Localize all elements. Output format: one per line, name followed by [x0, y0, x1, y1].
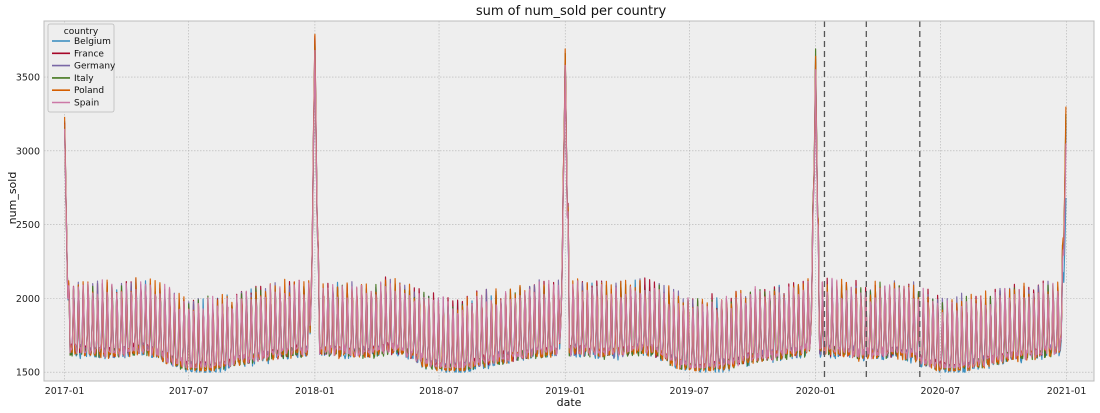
- legend-label-spain: Spain: [74, 99, 99, 109]
- legend-title: country: [64, 27, 99, 37]
- x-tick-label: 2018-07: [419, 386, 459, 397]
- x-tick-label: 2021-01: [1047, 386, 1087, 397]
- x-axis-label: date: [557, 396, 582, 409]
- x-tick-label: 2017-07: [169, 386, 209, 397]
- legend-label-germany: Germany: [74, 62, 116, 72]
- y-tick-label: 3000: [16, 146, 40, 157]
- y-tick-label: 1500: [16, 368, 40, 379]
- y-tick-label: 3500: [16, 73, 40, 84]
- y-tick-label: 2500: [16, 220, 40, 231]
- y-axis-label: num_sold: [6, 172, 19, 225]
- x-tick-label: 2020-07: [921, 386, 961, 397]
- chart-title: sum of num_sold per country: [476, 4, 667, 19]
- legend-label-italy: Italy: [74, 74, 94, 84]
- y-tick-label: 2000: [16, 294, 40, 305]
- x-tick-label: 2017-01: [45, 386, 85, 397]
- x-tick-label: 2019-01: [545, 386, 585, 397]
- legend-label-poland: Poland: [74, 86, 104, 96]
- x-tick-label: 2018-01: [295, 386, 335, 397]
- legend-label-france: France: [74, 49, 104, 59]
- legend-label-belgium: Belgium: [74, 37, 111, 47]
- plot-area: 1500 2000 2500 3000 3500 2017-01 2017-07 2018-0…: [16, 20, 1095, 397]
- legend: country Belgium France Germany Italy Poland S…: [47, 23, 116, 113]
- x-tick-label: 2019-07: [670, 386, 710, 397]
- series-line-spain: [64, 49, 1067, 369]
- x-tick-label: 2020-01: [796, 386, 836, 397]
- plot-frame: [43, 20, 1095, 382]
